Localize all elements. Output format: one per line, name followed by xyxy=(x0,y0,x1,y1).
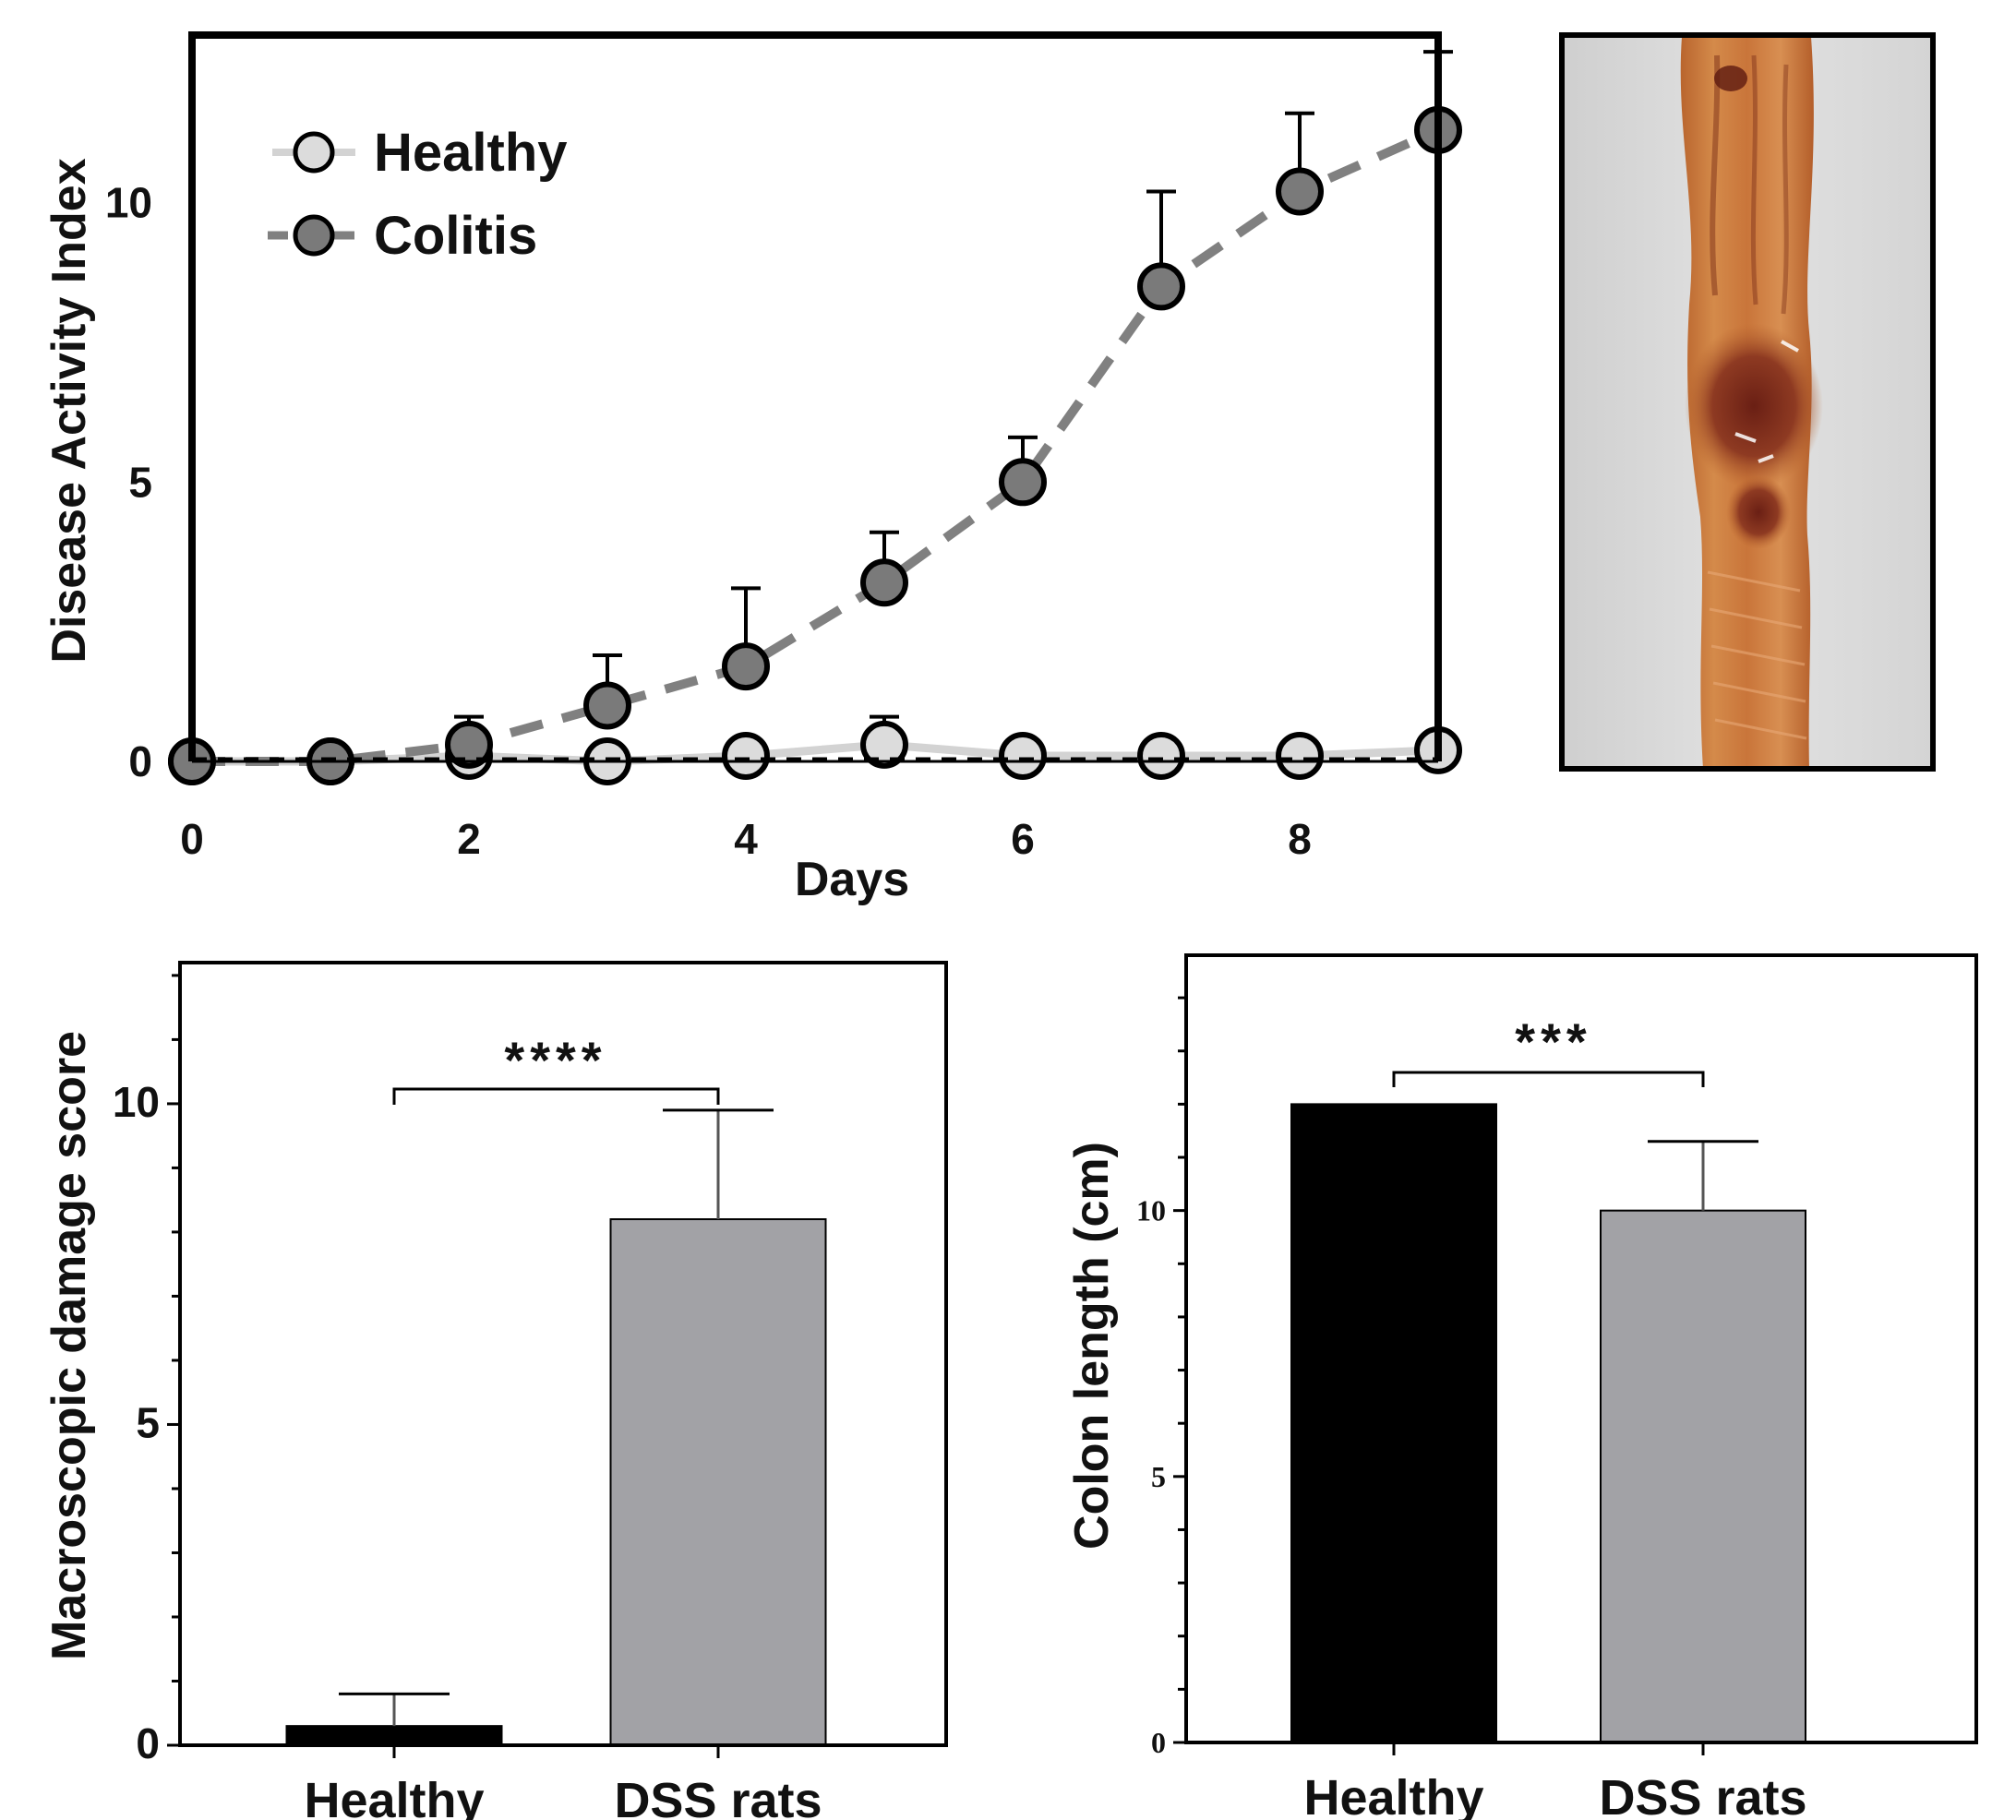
lesion xyxy=(1714,66,1747,91)
bar-dss-rats xyxy=(609,1218,827,1747)
damage-ticks: 0 5 10 Healthy DSS rats xyxy=(113,974,822,1820)
y-tick-label: 5 xyxy=(1151,1460,1166,1493)
dai-x-tick-label: 6 xyxy=(1011,815,1035,863)
dai-ticks: 0 2 4 6 8 0 5 10 xyxy=(105,179,1312,863)
dai-axes xyxy=(188,31,1442,763)
colitis-line xyxy=(192,126,1441,766)
y-tick-label: 10 xyxy=(1136,1194,1166,1227)
photo-frame xyxy=(1559,32,1936,772)
damage-significance: **** xyxy=(504,1031,606,1089)
colitis-point xyxy=(722,642,770,691)
colon-significance-bracket xyxy=(1392,1071,1705,1087)
colon-y-axis-label: Colon length (cm) xyxy=(1065,1142,1119,1550)
category-label: Healthy xyxy=(1303,1770,1483,1820)
bar-healthy xyxy=(1290,1103,1497,1744)
dai-x-tick-label: 4 xyxy=(734,815,758,863)
bar-healthy xyxy=(285,1725,503,1747)
healthy-point xyxy=(722,731,770,780)
y-tick-label: 5 xyxy=(136,1398,160,1446)
damage-y-axis-label: Macroscopic damage score xyxy=(42,1031,96,1660)
category-label: DSS rats xyxy=(1599,1770,1806,1820)
colon-significance: *** xyxy=(1515,1012,1591,1071)
dai-y-axis-label: Disease Activity Index xyxy=(42,158,96,663)
healthy-point xyxy=(999,731,1047,780)
category-label: Healthy xyxy=(304,1773,484,1820)
colitis-point xyxy=(1137,262,1185,311)
dai-plot-frame xyxy=(188,31,1442,761)
colitis-point xyxy=(999,458,1047,507)
dai-x-tick-label: 8 xyxy=(1288,815,1312,863)
category-label: DSS rats xyxy=(614,1773,822,1820)
healthy-point xyxy=(1276,731,1324,780)
legend-healthy-marker xyxy=(293,131,335,174)
dai-line-chart: 0 2 4 6 8 0 5 10 Days Disease Activity Index He… xyxy=(42,31,1462,906)
colon-ticks: 0 5 10 Healthy DSS rats xyxy=(1136,996,1807,1820)
colitis-point xyxy=(583,681,631,730)
colitis-point xyxy=(860,558,908,607)
damage-bar-chart: 0 5 10 Healthy DSS rats Macroscopic damage s… xyxy=(42,961,948,1820)
y-tick-label: 0 xyxy=(136,1719,160,1767)
healthy-point xyxy=(1137,731,1185,780)
healthy-point xyxy=(860,720,908,769)
damage-significance-bracket xyxy=(392,1087,720,1105)
series-colitis xyxy=(168,50,1462,785)
dai-y-tick-label: 10 xyxy=(105,179,152,227)
tissue-fold xyxy=(1750,54,1758,305)
dai-x-axis-label: Days xyxy=(795,853,909,906)
colon-plot-frame xyxy=(1184,953,1978,1744)
legend-healthy-label: Healthy xyxy=(374,123,568,183)
tissue-fold xyxy=(1710,54,1721,296)
damage-plot-frame xyxy=(178,961,948,1747)
dai-x-tick-label: 0 xyxy=(180,815,204,863)
dai-y-tick-label: 0 xyxy=(128,737,152,785)
colon-length-bar-chart: 0 5 10 Healthy DSS rats Colon length (cm) **… xyxy=(1065,953,1978,1820)
colitis-point xyxy=(1276,167,1324,216)
dai-y-tick-label: 5 xyxy=(128,458,152,506)
bar-dss-rats xyxy=(1600,1209,1806,1744)
dai-legend: Healthy Colitis xyxy=(268,123,568,266)
tissue-fold xyxy=(1781,64,1789,315)
highlight xyxy=(1734,340,1799,463)
colitis-point xyxy=(445,720,493,769)
legend-colitis-label: Colitis xyxy=(374,206,537,266)
series-healthy xyxy=(168,714,1462,785)
lesion xyxy=(1726,475,1791,549)
lesion xyxy=(1685,323,1823,489)
mucosa-pattern xyxy=(1707,570,1807,740)
colon-photo xyxy=(1559,32,1936,772)
y-tick-label: 0 xyxy=(1151,1726,1166,1759)
legend-colitis-marker xyxy=(293,214,335,257)
dai-x-tick-label: 2 xyxy=(457,815,481,863)
y-tick-label: 10 xyxy=(113,1078,160,1126)
